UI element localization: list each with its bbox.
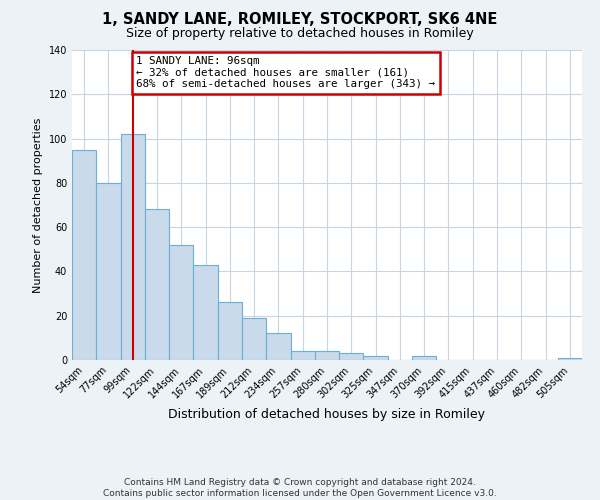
Bar — [193, 265, 218, 360]
Bar — [145, 210, 169, 360]
Text: Size of property relative to detached houses in Romiley: Size of property relative to detached ho… — [126, 28, 474, 40]
Bar — [121, 134, 145, 360]
Bar — [339, 354, 364, 360]
Bar — [266, 334, 290, 360]
Bar — [218, 302, 242, 360]
Y-axis label: Number of detached properties: Number of detached properties — [33, 118, 43, 292]
Text: Contains HM Land Registry data © Crown copyright and database right 2024.
Contai: Contains HM Land Registry data © Crown c… — [103, 478, 497, 498]
Bar — [169, 245, 193, 360]
Text: 1 SANDY LANE: 96sqm
← 32% of detached houses are smaller (161)
68% of semi-detac: 1 SANDY LANE: 96sqm ← 32% of detached ho… — [136, 56, 436, 90]
Bar — [412, 356, 436, 360]
Bar — [364, 356, 388, 360]
Bar — [72, 150, 96, 360]
Bar — [242, 318, 266, 360]
Text: 1, SANDY LANE, ROMILEY, STOCKPORT, SK6 4NE: 1, SANDY LANE, ROMILEY, STOCKPORT, SK6 4… — [103, 12, 497, 28]
X-axis label: Distribution of detached houses by size in Romiley: Distribution of detached houses by size … — [169, 408, 485, 421]
Bar — [315, 351, 339, 360]
Bar — [290, 351, 315, 360]
Bar — [558, 358, 582, 360]
Bar — [96, 183, 121, 360]
